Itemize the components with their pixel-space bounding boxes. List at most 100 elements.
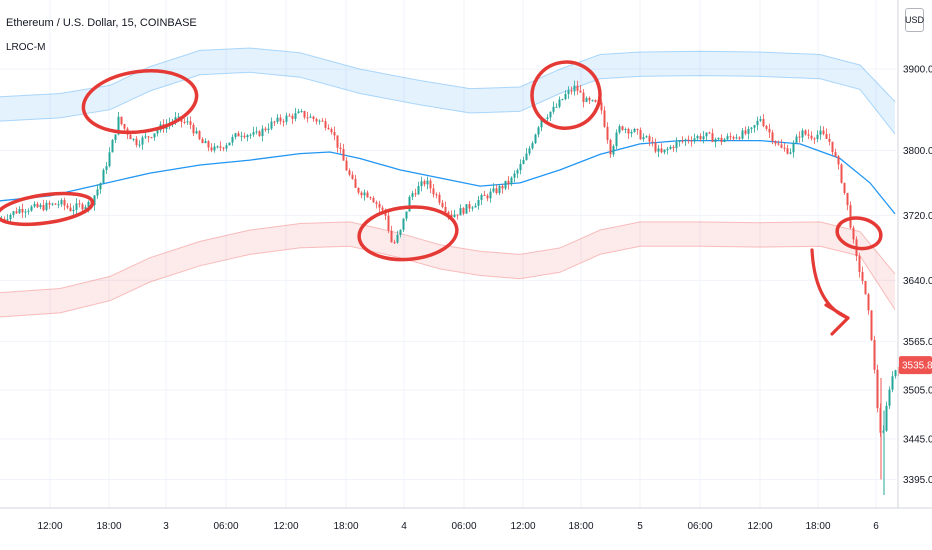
x-tick-label: 18:00 [333, 521, 358, 532]
candle-body [519, 164, 522, 171]
candle-body [813, 138, 816, 140]
candle-body [117, 116, 120, 135]
candle-body [570, 90, 573, 92]
candle-body [717, 137, 720, 140]
candle-body [282, 121, 285, 123]
candle-body [849, 205, 852, 228]
indicator-label[interactable]: LROC-M [6, 42, 46, 53]
candle-body [480, 194, 483, 200]
candle-body [885, 405, 888, 431]
upper-band-bottom [0, 71, 896, 135]
symbol-title[interactable]: Ethereum / U.S. Dollar, 15, COINBASE [6, 17, 197, 29]
candle-body [561, 99, 564, 101]
candle-body [690, 140, 693, 142]
candle-body [438, 194, 441, 203]
candle-body [291, 115, 294, 119]
candle-body [186, 121, 189, 123]
candle-body [81, 204, 84, 210]
lower-band-bottom [0, 245, 896, 318]
candle-body [834, 152, 837, 157]
candle-body [732, 137, 735, 139]
candle-body [24, 211, 27, 213]
candle-body [138, 144, 141, 146]
candle-body [642, 137, 645, 140]
candle-body [858, 256, 861, 272]
candle-body [582, 92, 585, 102]
annotation-circle [0, 191, 95, 227]
candle-body [96, 189, 99, 196]
candle-body [651, 141, 654, 143]
candle-body [801, 130, 804, 138]
x-tick-label: 5 [637, 521, 643, 532]
candle-body [312, 116, 315, 120]
candle-body [474, 205, 477, 208]
candle-body [375, 202, 378, 204]
candle-body [639, 129, 642, 140]
candle-body [195, 131, 198, 134]
candle-body [324, 121, 327, 128]
upper-band-fill [0, 48, 895, 135]
candle-body [393, 242, 396, 244]
candle-body [738, 137, 741, 139]
candle-body [33, 203, 36, 207]
candle-body [498, 185, 501, 193]
y-tick-label: 3395.00 [903, 475, 932, 486]
candle-body [495, 188, 498, 193]
candle-body [48, 202, 51, 205]
candle-body [399, 229, 402, 235]
candle-body [792, 143, 795, 153]
candle-body [198, 131, 201, 140]
candle-body [207, 141, 210, 148]
y-tick-label: 3640.00 [903, 276, 932, 287]
x-tick-label: 06:00 [687, 521, 712, 532]
candle-body [432, 188, 435, 195]
candle-body [387, 215, 390, 231]
y-tick-label: 3800.00 [903, 146, 932, 157]
currency-button[interactable]: USD [905, 8, 924, 32]
candle-body [426, 180, 429, 185]
candle-body [846, 192, 849, 206]
candle-body [504, 180, 507, 189]
x-tick-label: 18:00 [568, 521, 593, 532]
candle-body [141, 137, 144, 145]
candle-body [336, 135, 339, 148]
bands [0, 47, 896, 318]
annotation-circle [357, 205, 459, 262]
basis-line [0, 139, 896, 215]
candle-body [567, 90, 570, 94]
candle-body [522, 160, 525, 165]
candle-body [894, 370, 897, 377]
candle-body [294, 113, 297, 119]
candle-body [552, 106, 555, 112]
candle-body [258, 131, 261, 137]
candle-body [648, 136, 651, 142]
candle-body [771, 132, 774, 142]
candle-body [672, 146, 675, 149]
candle-body [435, 194, 438, 196]
candle-body [450, 214, 453, 218]
candle-body [231, 137, 234, 143]
x-tick-label: 18:00 [805, 521, 830, 532]
upper-band-top [0, 47, 896, 102]
candle-body [75, 203, 78, 210]
candle-body [606, 126, 609, 140]
candle-body [150, 137, 153, 139]
candle-body [279, 117, 282, 122]
candle-body [789, 152, 792, 154]
candle-body [873, 340, 876, 370]
candle-body [243, 135, 246, 138]
candle-body [156, 130, 159, 134]
candle-body [753, 125, 756, 128]
annotation-arrow-head [824, 303, 850, 336]
candle-body [528, 148, 531, 154]
candle-body [699, 136, 702, 140]
last-price-tag[interactable] [899, 356, 932, 375]
candle-body [465, 204, 468, 214]
candles [0, 80, 900, 495]
candle-body [285, 115, 288, 122]
candle-body [429, 180, 432, 189]
candle-body [603, 110, 606, 127]
candle-body [507, 180, 510, 185]
